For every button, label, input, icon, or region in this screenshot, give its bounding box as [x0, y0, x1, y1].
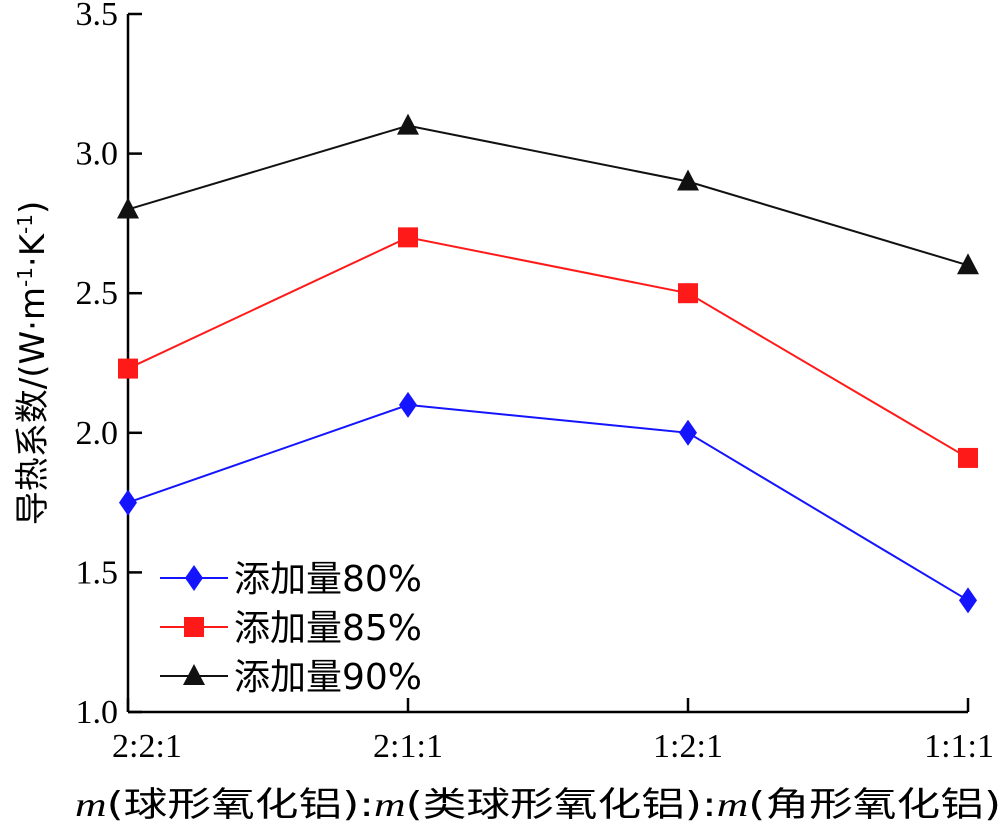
data-point-triangle	[117, 197, 139, 219]
x-axis-title-sep2: :	[702, 785, 717, 825]
y-tick-label: 1.0	[76, 694, 119, 731]
x-tick-label: 1:2:1	[653, 728, 723, 765]
y-tick-label: 3.0	[76, 136, 119, 173]
data-point-diamond	[119, 489, 137, 516]
x-tick-label: 1:1:1	[924, 728, 994, 765]
x-axis-title: m (球形氧化铝):m (类球形氧化铝):m (角形氧化铝)	[75, 785, 1000, 825]
x-ticks: 2:2:1 2:1:1 1:2:1 1:1:1	[112, 698, 994, 765]
y-axis-title-end: )	[13, 201, 53, 214]
legend-marker-square	[184, 617, 204, 637]
legend: 添加量80% 添加量85% 添加量90%	[160, 559, 422, 698]
x-axis-title-m2: m	[374, 787, 406, 824]
data-point-square	[398, 227, 418, 248]
data-point-triangle	[957, 253, 979, 275]
x-axis-title-t1: (球形氧化铝)	[107, 785, 360, 825]
x-axis-title-m1: m	[75, 787, 107, 824]
y-ticks: 1.0 1.5 2.0 2.5 3.0 3.5	[76, 0, 142, 731]
x-axis-title-sep1: :	[359, 785, 374, 825]
data-point-square	[678, 283, 698, 304]
legend-marker-diamond	[185, 565, 203, 591]
y-tick-label: 1.5	[76, 554, 119, 591]
x-tick-label: 2:1:1	[373, 728, 443, 765]
series-line-triangle	[127, 124, 969, 267]
y-axis-title-sup2: -1	[13, 214, 37, 234]
y-axis-title-sup1: -1	[13, 267, 37, 287]
data-point-diamond	[399, 391, 417, 418]
legend-label: 添加量85%	[234, 608, 422, 649]
x-axis-title-t3: (角形氧化铝)	[748, 785, 1000, 825]
legend-label: 添加量90%	[234, 657, 422, 698]
series-line-diamond	[127, 403, 969, 602]
x-axis-title-t2: (类球形氧化铝)	[406, 785, 702, 825]
y-axis-title-mid: ·K	[13, 232, 53, 267]
x-axis-title-m3: m	[717, 787, 749, 824]
data-point-square	[118, 358, 138, 379]
x-tick-label: 2:2:1	[112, 728, 182, 765]
data-point-diamond	[959, 587, 977, 614]
data-point-triangle	[397, 113, 419, 135]
y-tick-label: 3.5	[76, 0, 119, 33]
data-point-square	[958, 447, 978, 468]
y-tick-label: 2.5	[76, 275, 119, 312]
y-tick-label: 2.0	[76, 415, 119, 452]
legend-marker-triangle	[183, 664, 205, 685]
series-line-square	[127, 236, 969, 459]
series-lines	[127, 124, 969, 602]
data-point-diamond	[679, 419, 697, 446]
y-axis-title: 导热系数/(W·m-1·K-1)	[13, 201, 53, 526]
series-markers	[117, 113, 979, 614]
data-point-triangle	[677, 169, 699, 191]
y-axis-title-main: 导热系数/(W·m	[13, 287, 53, 525]
legend-label: 添加量80%	[234, 559, 422, 600]
